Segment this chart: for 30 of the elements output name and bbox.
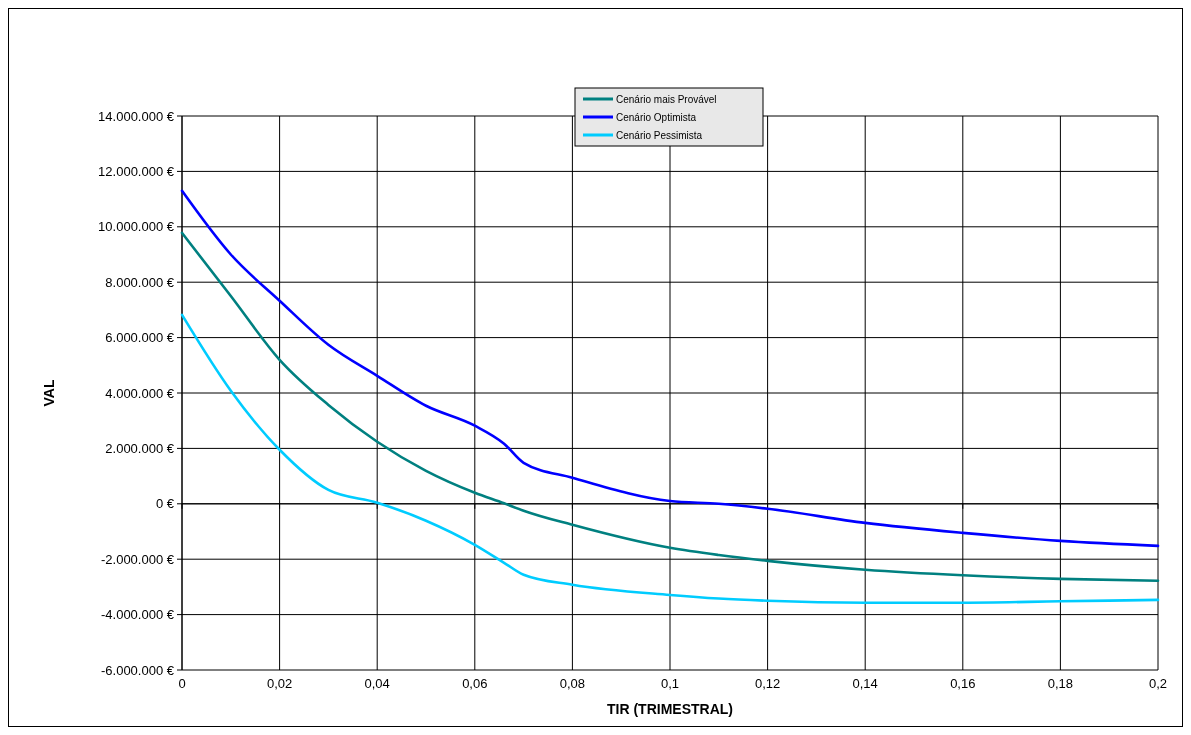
x-tick-label: 0,12 [754, 676, 781, 691]
y-tick-label: -4.000.000 € [100, 607, 175, 623]
y-tick-label: 2.000.000 € [105, 440, 175, 456]
x-tick-label: 0,06 [462, 676, 488, 691]
line-series [180, 313, 1160, 604]
x-tick-label: 0,14 [852, 676, 878, 691]
legend-label: Cenário mais Provável [616, 93, 717, 105]
y-tick-label: 6.000.000 € [105, 330, 175, 346]
x-tick-label: 0,2 [1148, 676, 1168, 691]
legend-label: Cenário Pessimista [616, 129, 703, 141]
x-axis-title: TIR (TRIMESTRAL) [607, 701, 733, 717]
x-tick-label: 0,18 [1047, 676, 1074, 691]
x-tick-label: 0,08 [559, 676, 586, 691]
x-tick-label: 0,1 [660, 676, 680, 691]
x-tick-label: 0 [178, 676, 186, 691]
x-tick-label: 0,04 [364, 676, 390, 691]
y-tick-label: 0 € [155, 496, 175, 512]
x-tick-label: 0,02 [266, 676, 293, 691]
y-tick-label: 8.000.000 € [105, 274, 175, 290]
y-tick-label: -6.000.000 € [100, 662, 175, 678]
y-tick-label: 4.000.000 € [105, 385, 175, 401]
x-tick-label: 0,16 [950, 676, 976, 691]
line-series [180, 189, 1160, 548]
line-series [180, 231, 1160, 583]
y-tick-label: 14.000.000 € [98, 108, 175, 124]
y-tick-label: -2.000.000 € [100, 551, 175, 567]
y-tick-label: 12.000.000 € [98, 163, 175, 179]
legend-label: Cenário Optimista [616, 111, 697, 123]
y-axis-title: VAL [41, 379, 57, 407]
y-tick-label: 10.000.000 € [98, 219, 175, 235]
